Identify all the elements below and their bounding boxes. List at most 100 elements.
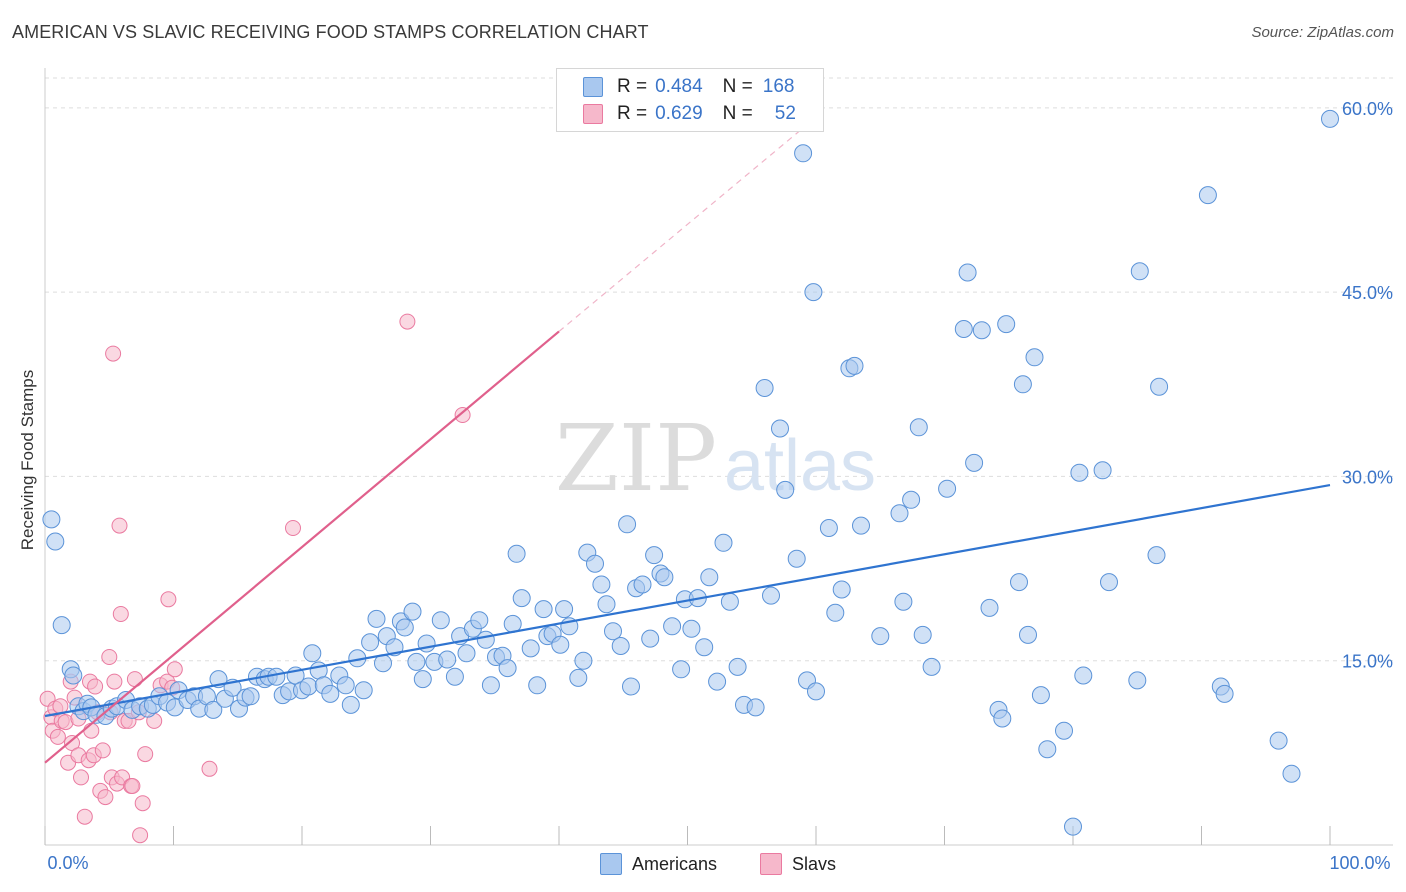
legend-americans-r-label: R = [617,76,648,97]
legend-slavs-r-value: 0.629 [655,103,703,124]
americans-point [645,546,664,565]
americans-point [728,657,747,676]
americans-point [1215,684,1234,703]
americans-point [481,676,500,695]
americans-point [476,630,495,649]
americans-point [611,637,630,655]
legend-americans-n-label: N = [722,76,753,97]
slavs-point [106,673,123,690]
americans-point [1269,731,1288,750]
americans-point [794,144,813,163]
americans-point [826,603,845,622]
americans-point [913,625,932,644]
americans-point [714,533,733,552]
americans-point [367,609,386,628]
americans-point [586,554,604,573]
slavs-trend-extension [558,122,810,332]
slavs-trend-line [44,330,560,764]
americans-point [972,321,991,340]
americans-point [241,687,260,706]
legend-americans-n-value: 168 [762,76,795,97]
americans-point [771,419,789,438]
americans-point [457,644,476,663]
americans-point [1128,671,1147,690]
americans-point [341,695,360,714]
americans-point [1150,377,1169,396]
y-axis-title: Receiving Food Stamps [18,369,37,551]
slavs-point [83,722,100,739]
americans-point [871,627,890,646]
americans-point [787,549,806,568]
americans-point [46,532,65,551]
slavs-point [49,728,66,745]
americans-point [980,598,999,617]
slavs-point [137,746,154,763]
americans-point [807,682,825,701]
slavs-point [134,795,151,812]
chart-source: Source: ZipAtlas.com [1251,24,1394,41]
americans-point [672,660,691,679]
grid-lines [45,77,1393,662]
americans-point [361,633,380,652]
americans-point [1093,461,1112,480]
americans-point [965,453,984,472]
americans-point [641,629,660,648]
bottom-legend-swatch-americans [600,853,622,875]
americans-point [336,676,355,695]
americans-point [993,709,1012,728]
americans-point [431,611,450,630]
americans-point [776,480,795,499]
americans-point [804,283,823,302]
bottom-legend-americans: Americans [600,852,717,876]
americans-point [1147,546,1166,565]
americans-point [997,315,1016,334]
americans-point [551,635,570,654]
slavs-point [111,517,128,534]
legend-row-slavs: R = 0.629 N = 52 [583,101,796,127]
americans-point [762,586,780,605]
americans-point [720,592,739,611]
americans-point [507,544,526,563]
americans-point [1321,109,1339,128]
americans-point [954,320,973,338]
americans-point [407,652,426,671]
series-slavs [39,313,471,844]
americans-point [708,672,727,691]
watermark-atlas: atlas [724,426,876,506]
americans-point [321,684,340,703]
trend-lines [44,122,1331,764]
americans-point [512,589,531,608]
x-tick-label-max: 100.0% [1329,853,1390,873]
x-tick-label-min: 0.0% [47,853,88,873]
americans-point [852,516,870,535]
americans-point [845,356,864,375]
americans-point [299,677,318,696]
slavs-point [166,661,183,678]
americans-point [1013,375,1032,394]
slavs-point [454,407,471,423]
americans-point [354,681,373,700]
legend-slavs-r-label: R = [617,103,648,124]
slavs-point [201,760,218,777]
slavs-point [160,591,177,608]
bottom-legend-swatch-slavs [760,853,782,875]
slavs-point [124,778,141,794]
americans-point [1282,764,1301,783]
americans-point [902,490,921,509]
bottom-legend-label-americans: Americans [632,853,718,874]
tick-labels: 15.0% 30.0% 45.0% 60.0% 0.0% 100.0% [47,99,1393,873]
americans-point [1064,817,1082,836]
slavs-point [76,808,93,825]
americans-point [894,592,913,611]
bottom-legend-label-slavs: Slavs [792,853,837,874]
legend-swatch-americans [583,77,603,97]
stats-legend: R = 0.484 N = 168 R = 0.629 N = 52 [556,68,824,132]
americans-point [445,667,464,686]
americans-point [1130,262,1149,281]
americans-point [1025,348,1044,367]
americans-point [438,650,457,669]
legend-americans-r-value: 0.484 [655,76,703,97]
americans-point [42,510,61,529]
legend-swatch-slavs [583,104,603,124]
americans-point [52,616,71,635]
